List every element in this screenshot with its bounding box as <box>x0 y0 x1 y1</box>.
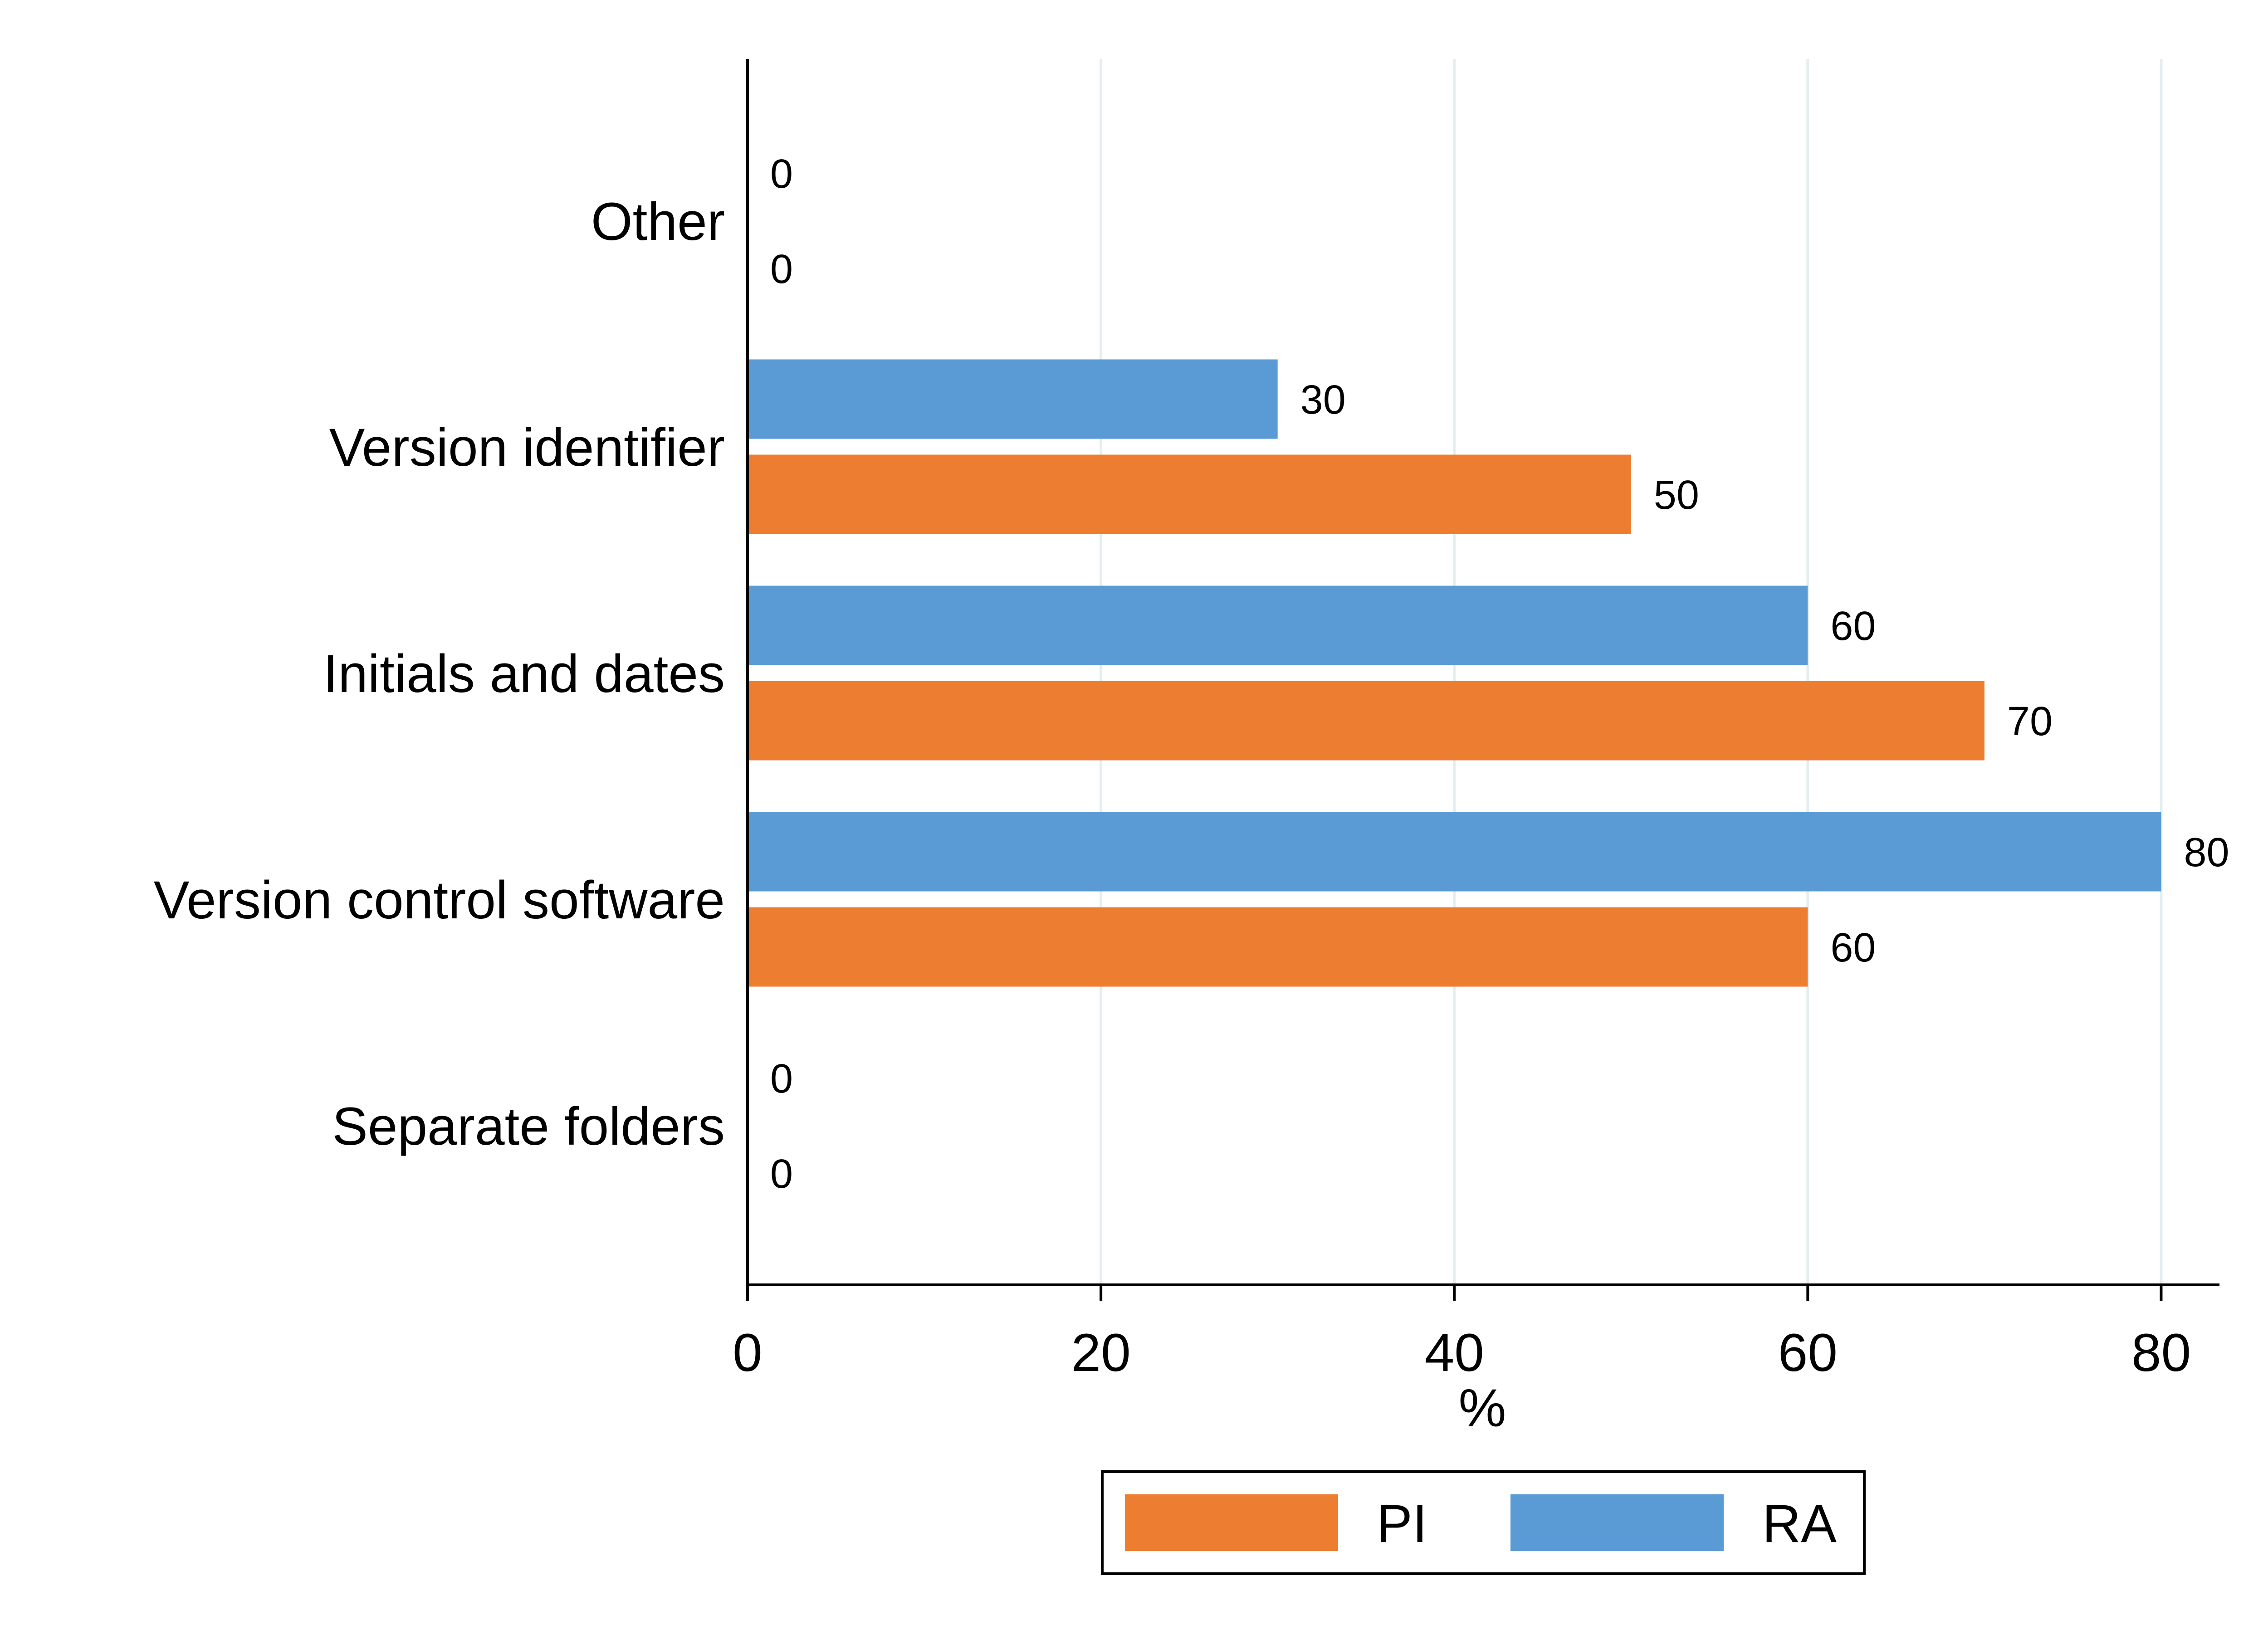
bar-ra-initials-and-dates <box>748 585 1808 665</box>
data-label-ra-version-identifier: 30 <box>1300 377 1346 423</box>
x-tick-label-60: 60 <box>1778 1323 1838 1383</box>
category-label-separate-folders: Separate folders <box>332 1097 725 1156</box>
legend-swatch-ra <box>1510 1494 1724 1551</box>
x-tick-label-20: 20 <box>1071 1323 1130 1383</box>
data-label-ra-separate-folders: 0 <box>770 1056 793 1102</box>
data-label-pi-version-control-software: 60 <box>1830 925 1876 971</box>
data-labels: 0 30 60 80 0 0 50 70 60 0 <box>770 151 2229 1197</box>
bar-pi-version-identifier <box>748 454 1631 534</box>
category-label-version-identifier: Version identifier <box>329 418 725 478</box>
x-ticks: 0 20 40 60 80 <box>733 1285 2191 1383</box>
data-label-ra-version-control-software: 80 <box>2184 830 2229 875</box>
legend-label-pi: PI <box>1377 1494 1427 1554</box>
x-tick-label-0: 0 <box>733 1323 763 1383</box>
category-label-initials-and-dates: Initials and dates <box>323 644 725 704</box>
data-label-pi-initials-and-dates: 70 <box>2007 699 2053 744</box>
bar-ra-version-identifier <box>748 359 1278 439</box>
bar-ra-version-control-software <box>748 812 2161 892</box>
bar-pi-version-control-software <box>748 907 1808 987</box>
category-label-other: Other <box>591 192 725 252</box>
legend-swatch-pi <box>1125 1494 1338 1551</box>
axes <box>746 59 2219 1286</box>
data-label-pi-separate-folders: 0 <box>770 1151 793 1197</box>
legend: PI RA <box>1101 1470 1866 1575</box>
data-label-pi-other: 0 <box>770 247 793 292</box>
category-label-version-control-software: Version control software <box>154 870 725 930</box>
category-labels: Other Version identifier Initials and date… <box>154 192 725 1156</box>
x-tick-label-80: 80 <box>2131 1323 2191 1383</box>
x-tick-label-40: 40 <box>1425 1323 1484 1383</box>
data-label-pi-version-identifier: 50 <box>1654 473 1699 518</box>
data-label-ra-initials-and-dates: 60 <box>1830 604 1876 649</box>
legend-label-ra: RA <box>1762 1494 1837 1554</box>
x-axis-title: % <box>1459 1378 1506 1438</box>
bar-pi-initials-and-dates <box>748 681 1984 761</box>
data-label-ra-other: 0 <box>770 151 793 197</box>
gridlines <box>1100 59 2163 1285</box>
bars <box>748 359 2161 987</box>
